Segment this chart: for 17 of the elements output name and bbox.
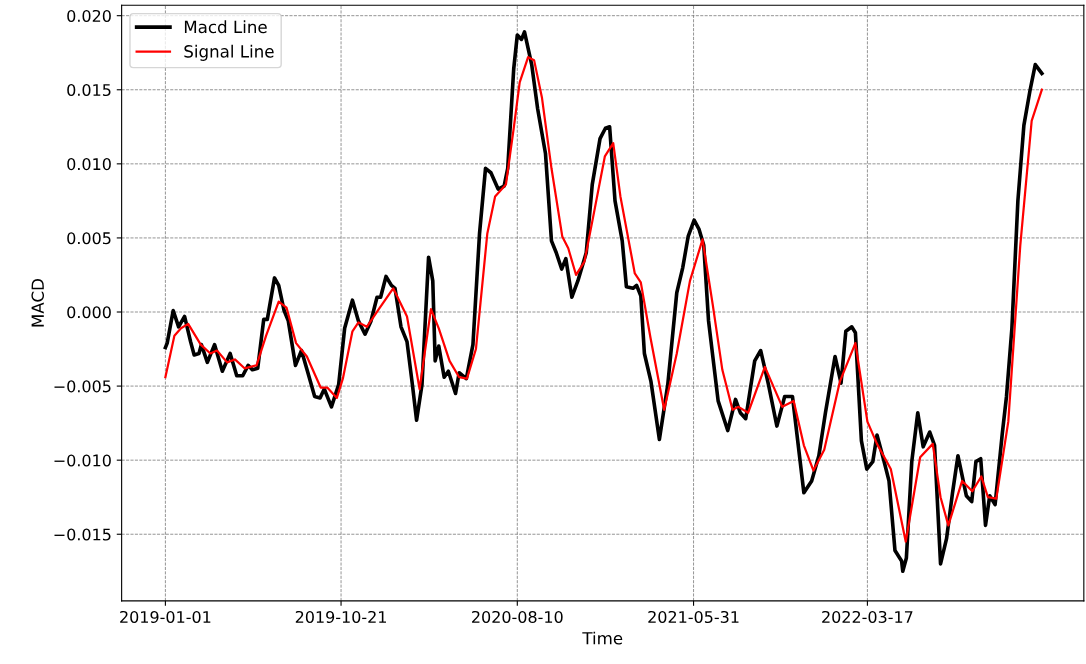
x-axis-title: Time	[582, 631, 623, 645]
y-tick-label: −0.010	[54, 454, 111, 467]
y-tick-label: 0.000	[67, 306, 111, 319]
x-tick-label: 2020-08-10	[472, 610, 563, 624]
x-tick-label: 2022-03-17	[822, 610, 913, 624]
legend-label: Signal Line	[184, 44, 274, 61]
y-tick-label: −0.015	[54, 528, 111, 541]
x-tick-label: 2021-05-31	[648, 610, 739, 624]
y-tick-label: 0.005	[67, 232, 111, 245]
x-tick-label: 2019-01-01	[120, 610, 211, 624]
y-tick-label: 0.015	[67, 83, 111, 97]
legend-label: Macd Line	[184, 20, 267, 34]
y-tick-label: 0.020	[67, 9, 111, 22]
y-axis-title: MACD	[31, 279, 45, 327]
y-tick-label: 0.010	[67, 158, 111, 171]
y-tick-label: −0.005	[54, 380, 111, 393]
x-tick-label: 2019-10-21	[295, 610, 386, 624]
